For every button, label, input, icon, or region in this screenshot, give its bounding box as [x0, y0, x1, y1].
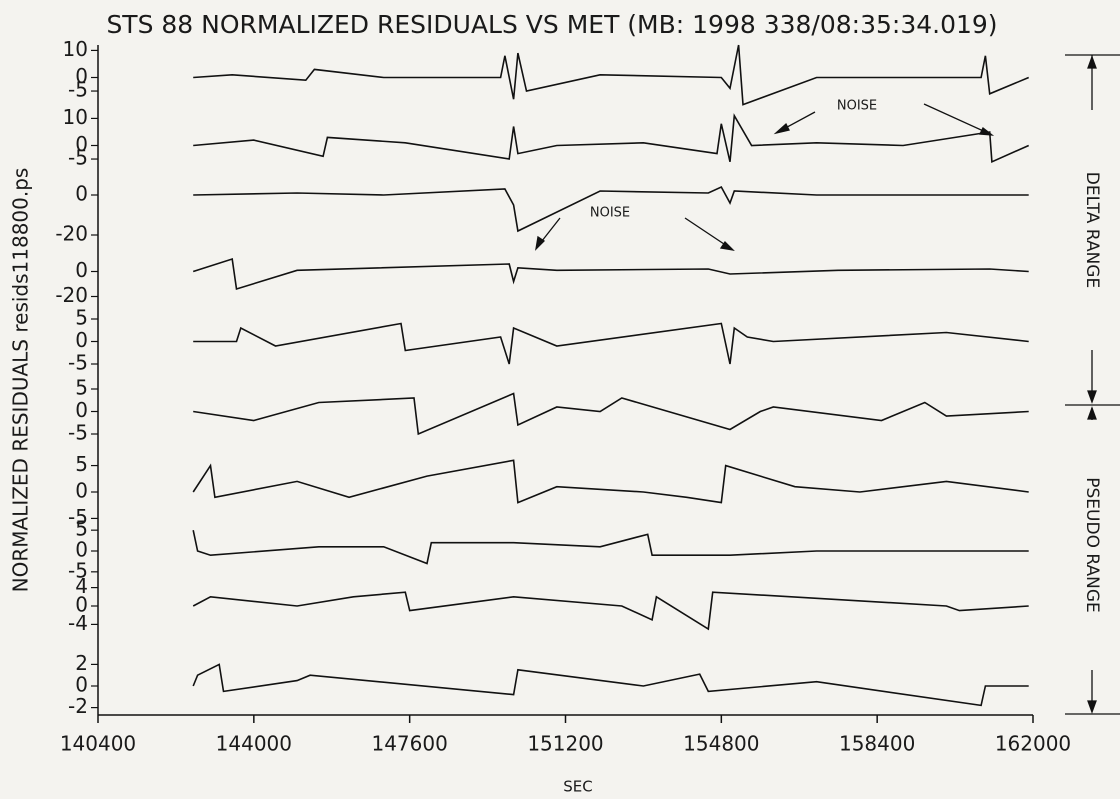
x-tick-label: 140400: [60, 732, 136, 756]
y-tick-label: -2: [68, 694, 88, 718]
y-tick-label: 5: [75, 452, 88, 476]
y-tick-label: 0: [75, 258, 88, 282]
annotation: NOISE: [837, 99, 877, 114]
y-tick-label: 0: [75, 538, 88, 562]
y-tick-label: -5: [68, 78, 88, 102]
residual-trace: [192, 257, 1029, 291]
residual-trace: [192, 663, 1029, 707]
residual-trace: [193, 392, 1029, 436]
y-tick-label: 0: [75, 132, 88, 156]
y-tick-label: -4: [68, 611, 88, 635]
y-tick-label: 10: [63, 105, 88, 129]
y-tick-label: -20: [55, 283, 88, 307]
x-tick-label: 151200: [527, 732, 603, 756]
y-tick-label: 0: [75, 673, 88, 697]
y-tick-label: -5: [68, 421, 88, 445]
annotation: NOISE: [590, 206, 630, 221]
y-tick-label: -5: [68, 146, 88, 170]
x-tick-label: 147600: [371, 732, 447, 756]
x-tick-label: 162000: [995, 732, 1071, 756]
residual-trace: [193, 44, 1030, 106]
y-tick-label: 2: [75, 651, 88, 675]
x-axis-label: SEC: [563, 778, 592, 796]
residual-trace: [193, 185, 1029, 233]
residual-trace: [192, 591, 1029, 631]
x-tick-label: 154800: [683, 732, 759, 756]
y-tick-label: 5: [75, 376, 88, 400]
y-tick-label: 5: [75, 517, 88, 541]
y-tick-label: -5: [68, 558, 88, 582]
residual-trace: [193, 113, 1030, 163]
y-tick-label: -20: [55, 222, 88, 246]
y-tick-label: 0: [75, 398, 88, 422]
range-label: DELTA RANGE: [1082, 172, 1102, 288]
residual-trace: [192, 530, 1029, 565]
y-tick-label: 0: [75, 593, 88, 617]
y-tick-label: -5: [68, 505, 88, 529]
y-tick-label: -5: [68, 351, 88, 375]
chart-title: STS 88 NORMALIZED RESIDUALS VS MET (MB: …: [106, 10, 997, 39]
residual-trace: [192, 459, 1029, 504]
y-tick-label: 5: [75, 306, 88, 330]
x-tick-label: 158400: [839, 732, 915, 756]
y-tick-label: 0: [75, 479, 88, 503]
residual-trace: [193, 322, 1029, 365]
annotation-arrows: [535, 103, 995, 251]
range-label: PSEUDO RANGE: [1082, 477, 1102, 613]
y-tick-label: 4: [75, 574, 88, 598]
y-tick-label: 0: [75, 182, 88, 206]
y-axis-label: NORMALIZED RESIDUALS resids118800.ps: [9, 168, 33, 593]
y-tick-label: 10: [63, 37, 88, 61]
y-tick-label: 0: [75, 328, 88, 352]
range-brackets: [1065, 54, 1120, 715]
x-tick-label: 144000: [216, 732, 292, 756]
y-tick-label: 0: [75, 64, 88, 88]
